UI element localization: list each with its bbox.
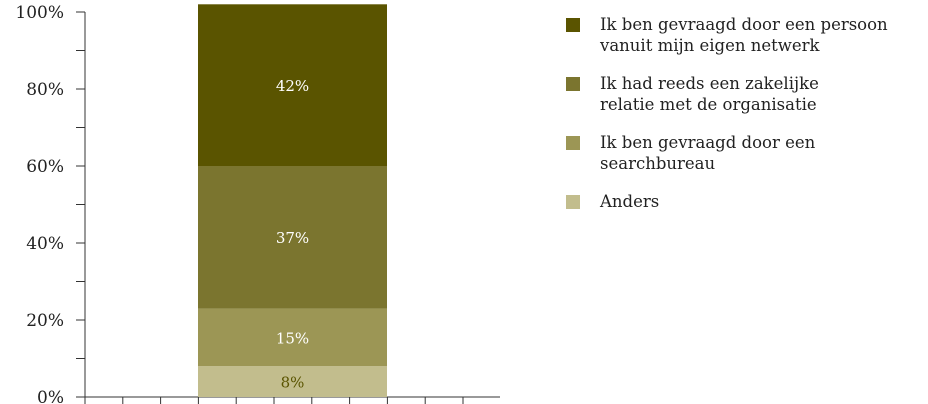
y-tick-label: 20%	[26, 311, 64, 331]
segment-value-label: 15%	[276, 329, 309, 347]
bar-segment	[198, 4, 387, 166]
legend-item-anders: Anders	[566, 191, 928, 212]
chart-legend: Ik ben gevraagd door een persoon vanuit …	[566, 14, 928, 229]
bar-segment	[198, 308, 387, 367]
bar-segment	[198, 366, 387, 397]
segment-labels: 8% 15% 37% 42%	[276, 77, 309, 391]
legend-swatch	[566, 195, 580, 209]
legend-label-line: relatie met de organisatie	[600, 95, 817, 114]
y-tick-label: 0%	[37, 388, 64, 404]
legend-label-line: Ik ben gevraagd door een persoon	[600, 15, 888, 34]
segment-value-label: 8%	[281, 374, 305, 392]
legend-item-eigen-netwerk: Ik ben gevraagd door een persoon vanuit …	[566, 14, 928, 56]
bar-segment	[198, 166, 387, 309]
legend-label-line: Anders	[600, 192, 660, 211]
legend-label-line: Ik had reeds een zakelijke	[600, 74, 819, 93]
y-tick-label: 40%	[26, 234, 64, 254]
legend-swatch	[566, 136, 580, 150]
y-tick-label: 100%	[15, 3, 64, 23]
legend-item-zakelijke-relatie: Ik had reeds een zakelijke relatie met d…	[566, 73, 928, 115]
legend-swatch	[566, 77, 580, 91]
segment-value-label: 37%	[276, 229, 309, 247]
legend-label-line: searchbureau	[600, 154, 716, 173]
legend-label-line: vanuit mijn eigen netwerk	[600, 36, 820, 55]
legend-swatch	[566, 18, 580, 32]
y-tick-label: 80%	[26, 80, 64, 100]
segment-value-label: 42%	[276, 77, 309, 95]
y-tick-label: 60%	[26, 157, 64, 177]
bar-segments	[198, 4, 387, 397]
legend-label-line: Ik ben gevraagd door een	[600, 133, 816, 152]
chart-axes: 0% 20% 40% 60% 80% 100%	[15, 3, 500, 404]
legend-item-searchbureau: Ik ben gevraagd door een searchbureau	[566, 132, 928, 174]
